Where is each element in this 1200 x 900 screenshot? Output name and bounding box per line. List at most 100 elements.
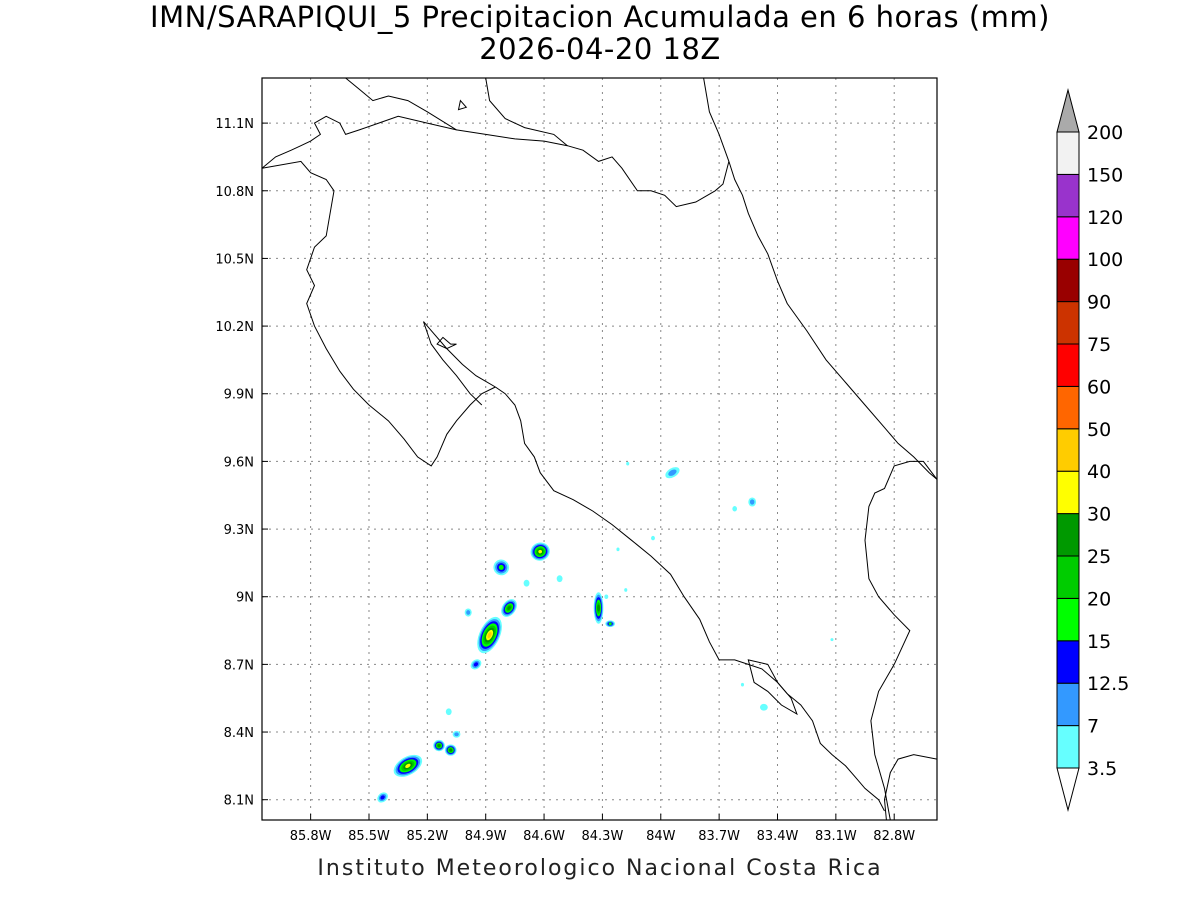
colorbar-min-arrow [1056,767,1080,812]
precip-cell [593,592,604,624]
lat-tick-label: 10.2N [215,320,254,335]
precip-cell [464,608,472,617]
precip-cell [493,559,510,576]
map-grid [262,78,937,820]
coastline-segment [261,115,730,208]
precip-contour [405,763,411,768]
colorbar-swatch [1056,470,1080,515]
precip-cell [732,506,738,512]
colorbar-label: 50 [1087,419,1111,441]
island-outline [457,99,468,111]
precip-cell [759,703,768,711]
colorbar-label: 75 [1087,334,1111,356]
chart-title: IMN/SARAPIQUI_5 Precipitacion Acumulada … [150,0,1050,34]
colorbar-label: 150 [1087,164,1123,186]
precip-contour [732,506,738,512]
precip-cell [433,739,445,752]
precip-contour [449,748,453,752]
colorbar-swatch [1056,640,1080,684]
precip-contour [437,744,441,748]
precip-contour [597,604,601,612]
precip-cell [452,730,461,738]
colorbar-label: 60 [1087,376,1111,398]
precip-cell [604,594,609,599]
precip-cell [470,659,482,670]
colorbar-label: 12.5 [1087,673,1129,695]
lon-tick-label: 84W [646,829,676,844]
colorbar-swatch [1056,343,1080,387]
coastline-segment [728,161,938,480]
precip-cell [830,638,834,642]
precip-cell [477,616,502,654]
precip-cell [665,467,680,479]
coastline-layer [261,77,938,821]
colorbar-label: 20 [1087,588,1111,610]
colorbar-swatch [1056,131,1080,175]
precip-contour [498,564,504,570]
lat-tick-label: 8.7N [224,658,254,673]
chart-subtitle: 2026-04-20 18Z [479,32,721,66]
lat-tick-label: 8.1N [224,794,254,809]
coastline-segment [864,460,938,821]
precip-contour [651,535,655,541]
precip-contour [454,732,459,737]
precip-cell [445,708,452,716]
precip-cell [444,744,457,756]
lon-tick-label: 83.1W [815,829,857,844]
colorbar-label: 15 [1087,631,1111,653]
precip-cell [377,792,388,803]
island-outline [436,336,457,350]
precip-cell [626,461,630,466]
precip-contour [740,682,745,687]
colorbar-swatch [1056,555,1080,599]
precip-cell [393,754,423,777]
lat-tick-label: 9N [236,591,254,606]
colorbar-swatch [1056,682,1080,727]
precip-cell [556,575,563,583]
lon-tick-label: 84.6W [523,829,565,844]
colorbar-label: 30 [1087,504,1111,526]
precip-contour [556,575,563,583]
precip-contour [668,469,677,476]
colorbar-swatch [1056,216,1080,260]
colorbar-swatch [1056,301,1080,345]
colorbar-label: 120 [1087,207,1123,229]
precip-cell [530,542,550,561]
colorbar-swatch [1056,428,1080,472]
precip-contour [538,549,542,554]
colorbar-label: 100 [1087,249,1123,271]
lon-tick-label: 83.4W [757,829,799,844]
precip-contour [626,461,630,466]
lon-tick-label: 84.3W [582,829,624,844]
colorbar-label: 40 [1087,461,1111,483]
precip-contour [466,610,471,615]
precip-cell [624,588,628,592]
precip-cell [616,547,620,552]
lat-tick-label: 11.1N [215,117,254,132]
colorbar-swatch [1056,385,1080,430]
coastline-segment [423,321,483,406]
colorbar-swatch [1056,597,1080,642]
precip-contour [380,795,385,800]
precip-contour [523,579,530,587]
precip-contour [616,547,620,552]
colorbar-swatch [1056,258,1080,303]
precip-cell [748,497,757,507]
lon-tick-label: 85.5W [348,829,390,844]
lat-tick-label: 9.6N [224,455,254,470]
coastline-segment [883,754,938,821]
coastline-segment [423,321,496,388]
precip-cell [523,579,530,587]
precip-cell [605,620,616,628]
lon-tick-label: 82.8W [873,829,915,844]
coastline-segment [703,77,730,162]
lat-tick-label: 10.8N [215,185,254,200]
colorbar-label: 200 [1087,122,1123,144]
precip-cell [501,599,517,617]
lon-tick-label: 85.8W [290,829,332,844]
lat-tick-label: 10.5N [215,252,254,267]
island-outline [747,659,798,716]
precip-contour [759,703,768,711]
coastline-segment [261,160,496,467]
